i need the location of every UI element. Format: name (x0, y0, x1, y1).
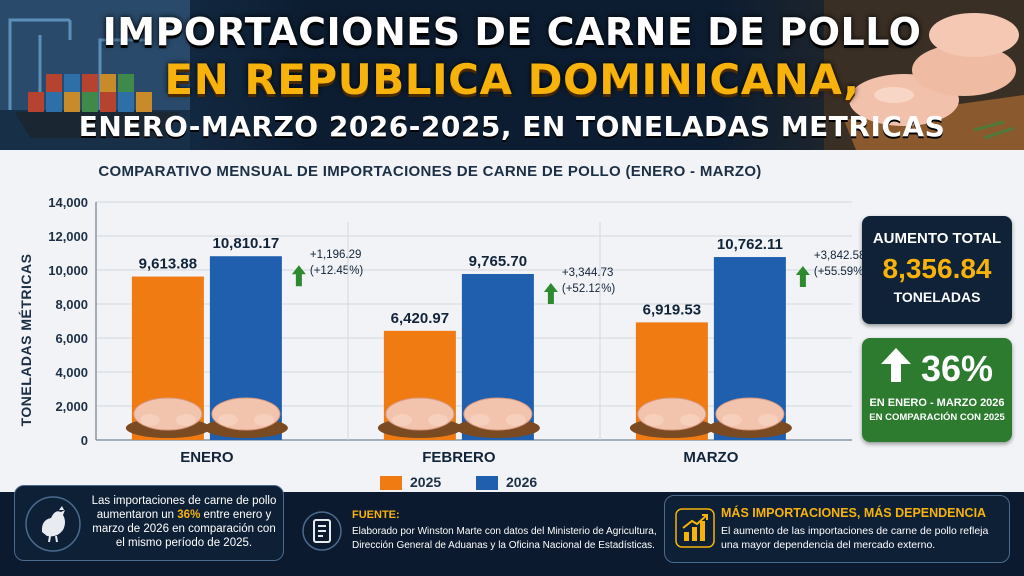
x-category-label: ENERO (180, 449, 234, 466)
arrow-up-icon (543, 282, 558, 304)
change-pct-label: (+12.45%) (310, 265, 364, 277)
chicken-leg-icon (643, 414, 664, 426)
total-increase-card: AUMENTO TOTAL 8,356.84 TONELADAS (862, 216, 1012, 324)
growth-line-2: EN COMPARACIÓN CON 2025 (869, 411, 1005, 423)
chicken-leg-icon (469, 414, 490, 426)
chicken-leg-icon (391, 414, 412, 426)
summary-note-post: entre enero y marzo de 2026 en comparaci… (92, 509, 276, 549)
legend-swatch-2026 (476, 476, 498, 491)
legend-item-2026: 2026 (476, 474, 538, 491)
y-tick-label: 4,000 (55, 365, 88, 380)
chicken-leg-icon (679, 414, 700, 426)
chicken-leg-icon (505, 414, 526, 426)
bar-value-label: 10,810.17 (213, 235, 280, 252)
growth-line-1: EN ENERO - MARZO 2026 (869, 396, 1005, 409)
growth-chart-icon (675, 508, 715, 548)
y-tick-label: 8,000 (55, 297, 88, 312)
arrow-up-icon (795, 266, 810, 288)
bar-value-label: 6,420.97 (391, 310, 449, 327)
source-text: Elaborado por Winston Marte con datos de… (352, 526, 657, 551)
change-pct-label: (+55.59%) (814, 266, 868, 278)
chicken-leg-icon (427, 414, 448, 426)
legend-label-2026: 2026 (506, 474, 538, 490)
document-icon (302, 511, 342, 551)
change-abs-label: +3,842.58 (814, 250, 865, 262)
chicken-icon (637, 397, 707, 431)
bar-value-label: 10,762.11 (717, 236, 783, 253)
chicken-icon (211, 397, 281, 431)
y-tick-label: 10,000 (48, 263, 88, 278)
x-category-label: MARZO (683, 449, 738, 466)
insight-text: El aumento de las importaciones de carne… (721, 525, 989, 551)
total-increase-unit: TONELADAS (893, 289, 981, 305)
title-line-1: IMPORTACIONES DE CARNE DE POLLO (102, 10, 922, 54)
arrow-up-icon (880, 347, 911, 391)
chicken-icon (715, 397, 785, 431)
chart-title: COMPARATIVO MENSUAL DE IMPORTACIONES DE … (98, 163, 762, 180)
bar-value-label: 9,765.70 (469, 253, 527, 270)
summary-note-pre: Las importaciones de carne de pollo aume… (91, 495, 277, 521)
summary-note-percent: 36% (177, 509, 201, 521)
change-abs-label: +1,196.29 (310, 249, 361, 261)
change-pct-label: (+52.12%) (562, 283, 616, 295)
source-box: FUENTE: Elaborado por Winston Marte con … (296, 507, 657, 563)
y-tick-label: 6,000 (55, 331, 88, 346)
y-tick-label: 0 (81, 433, 88, 448)
legend-swatch-2025 (380, 476, 402, 491)
chicken-leg-icon (139, 414, 160, 426)
title-line-2: EN REPUBLICA DOMINICANA, (164, 55, 860, 104)
chicken-icon (133, 397, 203, 431)
title-line-3: ENERO-MARZO 2026-2025, EN TONELADAS METR… (78, 110, 946, 143)
summary-note-text: Las importaciones de carne de pollo aume… (87, 494, 281, 550)
chicken-leg-icon (757, 414, 778, 426)
insight-box: MÁS IMPORTACIONES, MÁS DEPENDENCIA El au… (664, 495, 1010, 563)
chicken-leg-icon (217, 414, 238, 426)
legend-item-2025: 2025 (380, 474, 442, 491)
chicken-icon (463, 397, 533, 431)
y-tick-label: 2,000 (55, 399, 88, 414)
total-increase-value: 8,356.84 (882, 253, 992, 284)
arrow-up-icon (291, 265, 306, 287)
legend-label-2025: 2025 (410, 474, 442, 490)
cargo-ship-illustration (0, 0, 190, 150)
x-category-label: FEBRERO (422, 449, 496, 466)
summary-note-box: Las importaciones de carne de pollo aume… (14, 485, 284, 561)
bar-value-label: 6,919.53 (643, 301, 701, 318)
insight-heading: MÁS IMPORTACIONES, MÁS DEPENDENCIA (721, 506, 987, 520)
total-increase-label: AUMENTO TOTAL (872, 230, 1002, 247)
chicken-leg-icon (253, 414, 274, 426)
growth-percent: 36% (920, 348, 994, 390)
growth-card: 36% EN ENERO - MARZO 2026 EN COMPARACIÓN… (862, 338, 1012, 442)
chicken-leg-icon (175, 414, 196, 426)
bar-value-label: 9,613.88 (139, 256, 197, 273)
source-heading: FUENTE: (352, 509, 400, 521)
chicken-leg-icon (721, 414, 742, 426)
y-tick-label: 14,000 (48, 195, 88, 210)
change-abs-label: +3,344.73 (562, 267, 613, 279)
chicken-icon (385, 397, 455, 431)
y-tick-label: 12,000 (48, 229, 88, 244)
chicken-icon (25, 496, 81, 552)
